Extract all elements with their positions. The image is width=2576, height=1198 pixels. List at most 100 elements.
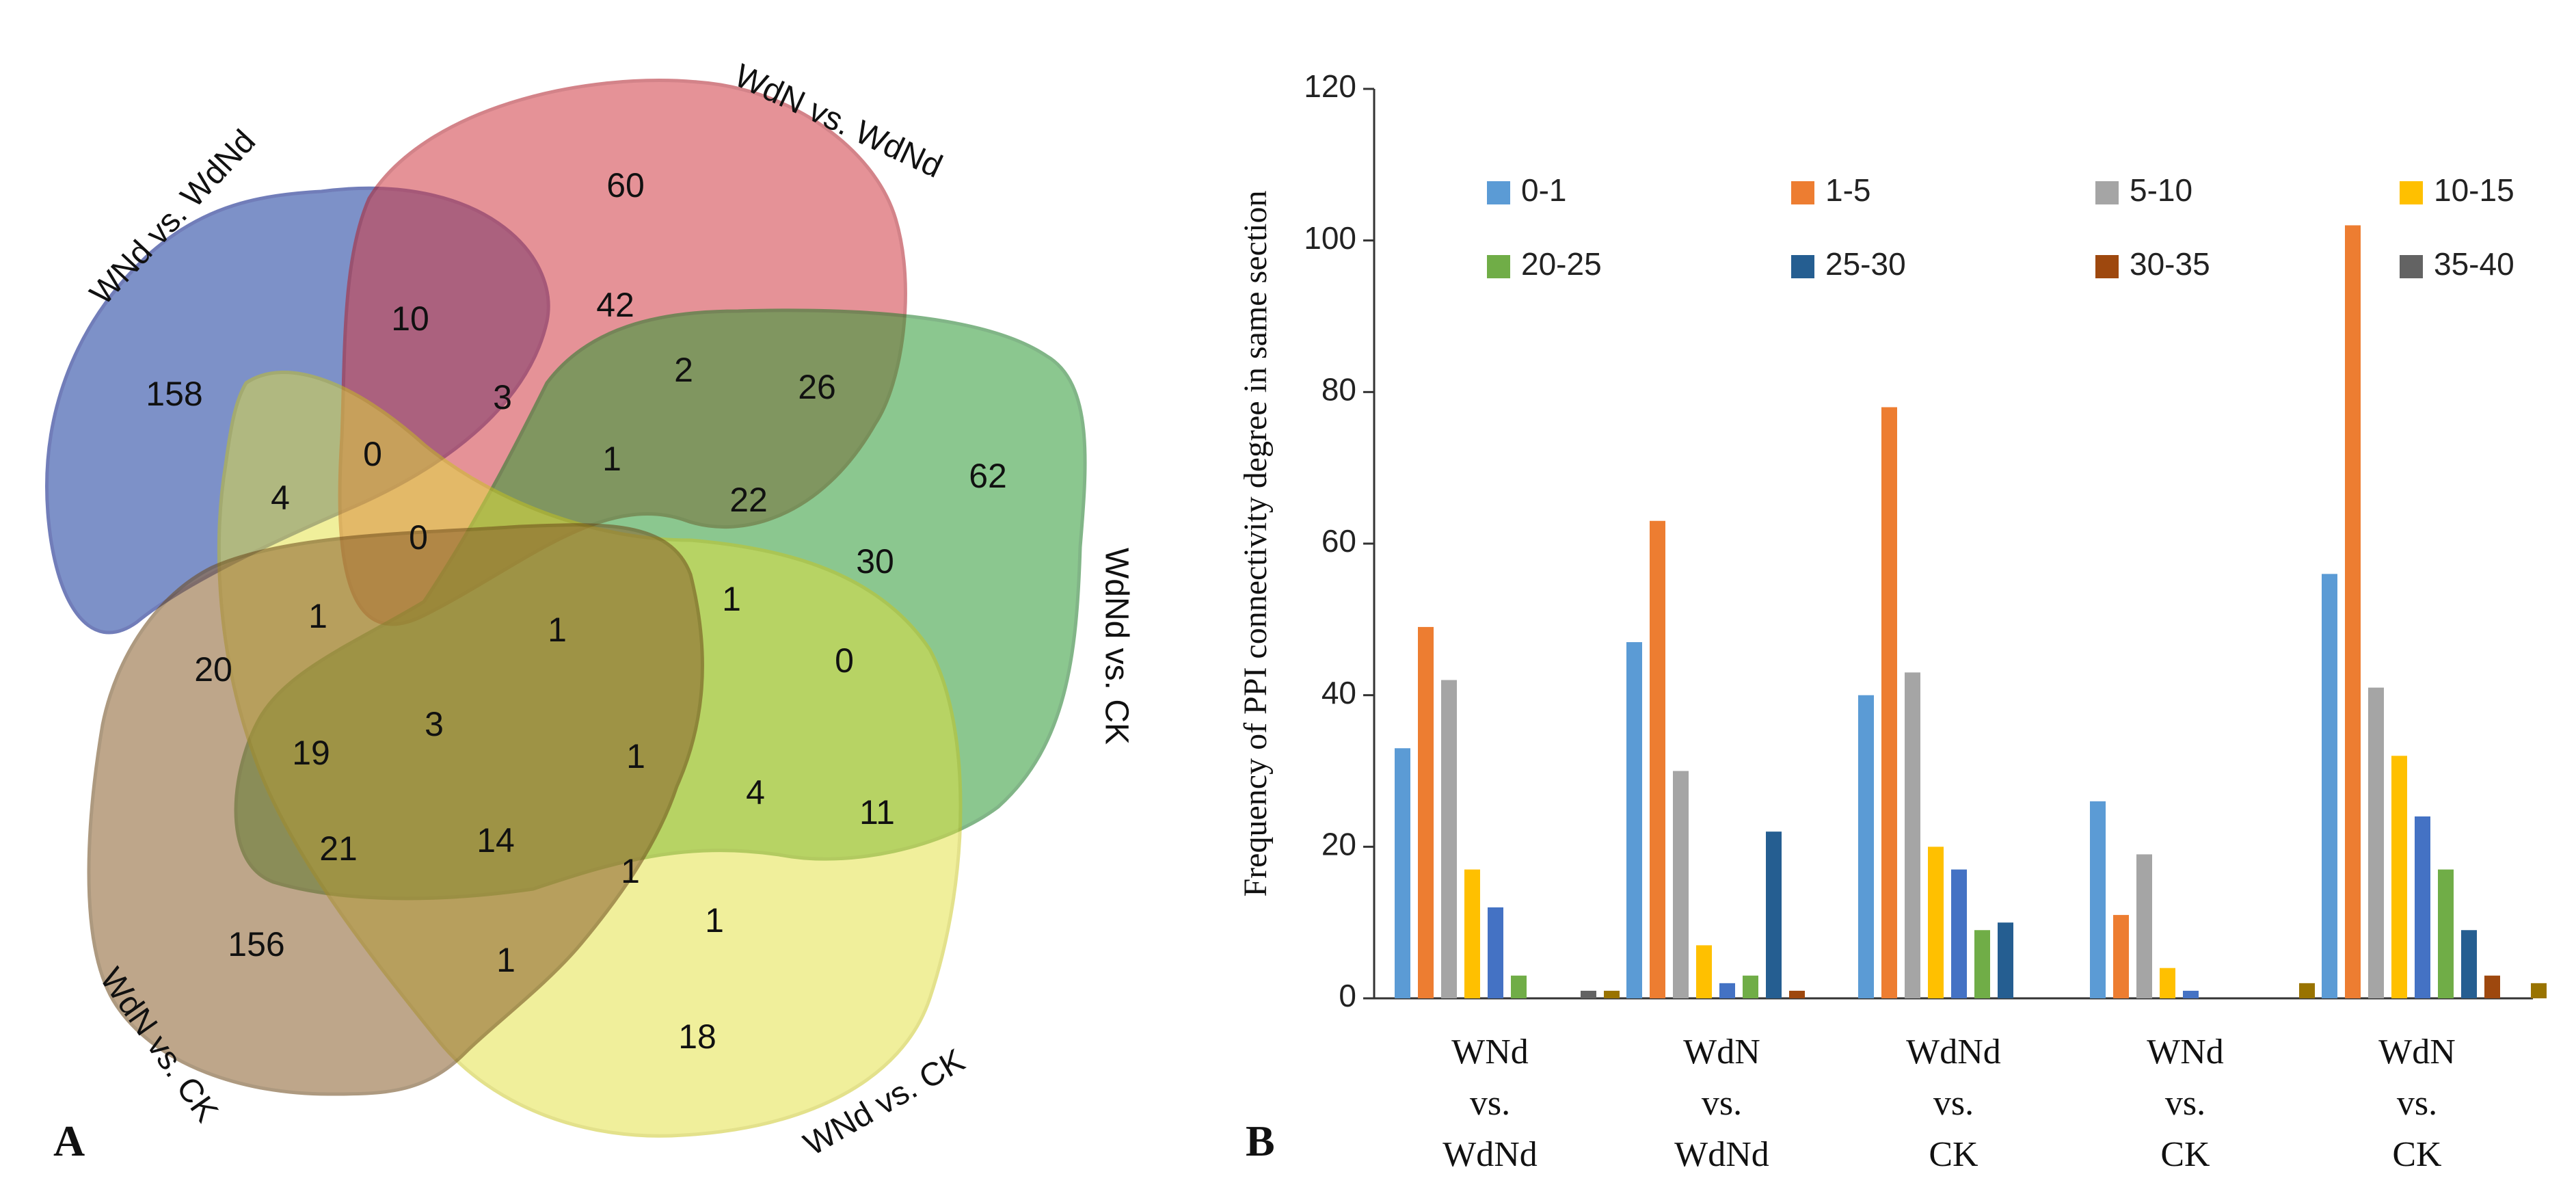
x-category-label-line: WdNd <box>1674 1135 1769 1174</box>
venn-value: 4 <box>271 479 290 517</box>
venn-diagram: 60 158 62 18 156 10 42 2 26 3 0 4 1 22 0… <box>45 57 1134 1165</box>
venn-value: 10 <box>391 300 429 338</box>
y-axis-label: Frequency of PPI connectivity degree in … <box>1237 190 1274 896</box>
bar <box>2368 687 2384 998</box>
bar-marks <box>1395 225 2547 998</box>
venn-value: 0 <box>363 435 382 473</box>
x-category-label-line: vs. <box>2397 1084 2437 1123</box>
bar <box>2415 816 2430 998</box>
legend-swatch <box>1791 255 1814 278</box>
x-category-label-line: CK <box>2160 1135 2210 1174</box>
x-category-label-line: WdN <box>1683 1033 1760 1071</box>
legend: 0-11-55-1010-1515-2020-2525-3030-3535-40… <box>1487 172 2514 282</box>
venn-value: 1 <box>548 611 567 649</box>
venn-value: 0 <box>409 518 428 557</box>
x-category-label-line: CK <box>2392 1135 2442 1174</box>
bar <box>2531 983 2547 998</box>
bar <box>2090 801 2106 998</box>
venn-value: 21 <box>319 829 358 868</box>
venn-value: 1 <box>705 901 724 940</box>
bar <box>2461 930 2477 998</box>
venn-value: 19 <box>292 734 330 772</box>
venn-value: 3 <box>493 378 512 416</box>
bar <box>1789 990 1805 998</box>
venn-value: 0 <box>835 641 854 680</box>
y-tick-label: 80 <box>1321 371 1356 407</box>
legend-swatch <box>2095 181 2119 204</box>
panel-label-b: B <box>1246 1117 1275 1165</box>
y-tick-label: 120 <box>1304 68 1356 104</box>
bar-chart: 0 20 40 60 80 100 120 WNd vs. WdNd WdN vs. WdNd WdNd… <box>1237 68 2547 1174</box>
venn-value: 30 <box>856 542 894 581</box>
bar <box>1626 642 1642 998</box>
venn-set-wdn-vs-ck <box>87 523 704 1096</box>
x-category-label-line: vs. <box>1933 1084 1974 1123</box>
bar <box>1464 869 1480 998</box>
legend-label: 10-15 <box>2434 172 2514 208</box>
y-tick-label: 60 <box>1321 523 1356 559</box>
bar <box>1905 672 1920 998</box>
x-category-label-line: WdNd <box>1906 1033 2001 1071</box>
legend-swatch <box>2400 181 2423 204</box>
legend-swatch <box>1487 255 1510 278</box>
legend-label: 35-40 <box>2434 246 2514 282</box>
bar <box>2136 854 2152 998</box>
legend-swatch <box>1487 181 1510 204</box>
bar <box>1511 975 1527 998</box>
bar <box>2345 225 2361 998</box>
bar <box>2113 915 2129 998</box>
venn-value: 20 <box>194 650 232 689</box>
bar <box>2160 968 2175 998</box>
y-tick-label: 20 <box>1321 826 1356 862</box>
bar <box>2183 990 2199 998</box>
venn-value: 11 <box>859 793 895 831</box>
y-tick-label: 100 <box>1304 220 1356 256</box>
venn-value: 22 <box>729 481 768 519</box>
venn-value: 156 <box>228 925 284 963</box>
bar <box>1998 922 2013 998</box>
x-axis-category-labels: WNd vs. WdNd WdN vs. WdNd WdNd vs. CK WNd vs. CK WdN… <box>1443 1033 2456 1174</box>
venn-value: 60 <box>606 166 645 204</box>
x-category-label-line: vs. <box>2165 1084 2205 1123</box>
venn-value: 1 <box>602 440 621 478</box>
legend-label: 25-30 <box>1825 246 1906 282</box>
bar <box>2322 574 2337 998</box>
bar <box>2391 756 2407 998</box>
venn-value: 3 <box>425 705 444 743</box>
venn-value: 1 <box>621 852 640 890</box>
bar <box>1650 520 1665 998</box>
bar <box>1441 680 1457 998</box>
venn-value: 1 <box>496 941 515 979</box>
x-category-label-line: vs. <box>1470 1084 1510 1123</box>
y-axis-ticks: 0 20 40 60 80 100 120 <box>1304 68 1374 1013</box>
bar <box>1719 983 1735 998</box>
bar <box>1418 626 1434 998</box>
venn-value: 2 <box>674 351 693 389</box>
x-category-label-line: WdN <box>2378 1033 2456 1071</box>
bar <box>2438 869 2454 998</box>
bar <box>1743 975 1758 998</box>
x-category-label-line: vs. <box>1702 1084 1742 1123</box>
legend-label: 0-1 <box>1521 172 1566 208</box>
legend-swatch <box>2400 255 2423 278</box>
legend-swatch <box>1791 181 1814 204</box>
venn-value: 1 <box>308 597 327 635</box>
venn-set-label: WdNd vs. CK <box>1098 548 1134 745</box>
bar <box>2484 975 2500 998</box>
bar <box>1604 990 1620 998</box>
venn-value: 18 <box>678 1017 716 1056</box>
venn-value: 1 <box>626 737 645 775</box>
bar <box>1581 990 1596 998</box>
venn-value: 26 <box>798 368 836 406</box>
bar <box>1395 748 1410 998</box>
bar <box>1928 847 1944 998</box>
x-category-label-line: WdNd <box>1443 1135 1538 1174</box>
venn-value: 158 <box>146 375 202 413</box>
x-category-label-line: WNd <box>1451 1033 1529 1071</box>
bar <box>1858 695 1874 998</box>
bar <box>2299 983 2315 998</box>
venn-value: 4 <box>746 773 765 812</box>
legend-label: 30-35 <box>2130 246 2210 282</box>
